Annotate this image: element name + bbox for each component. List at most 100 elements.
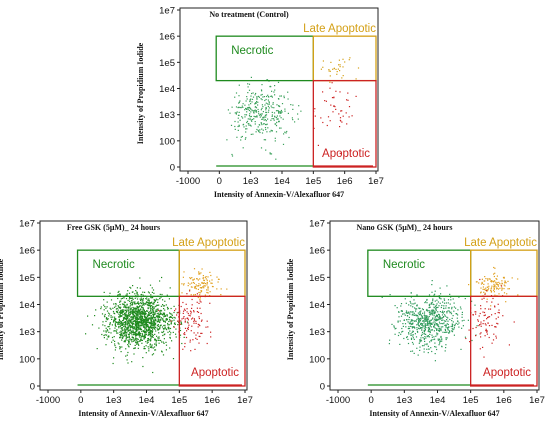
data-point-viable xyxy=(136,287,138,289)
data-point-viable xyxy=(441,346,443,348)
data-point-viable xyxy=(107,330,109,332)
data-point-apoptotic xyxy=(494,306,496,308)
data-point-viable xyxy=(431,339,433,341)
data-point-viable xyxy=(134,339,136,341)
data-point-viable xyxy=(108,331,110,333)
data-point-viable xyxy=(153,292,155,294)
data-point-viable xyxy=(130,322,132,324)
data-point-viable xyxy=(120,306,122,308)
data-point-viable xyxy=(399,343,401,345)
data-point-viable xyxy=(157,304,159,306)
data-point-late-apoptotic xyxy=(493,288,495,290)
data-point-viable xyxy=(150,325,152,327)
data-point-viable xyxy=(153,327,155,329)
data-point-viable xyxy=(136,326,138,328)
data-point-viable xyxy=(123,303,125,305)
data-point-viable xyxy=(137,321,139,323)
data-point-viable xyxy=(166,318,168,320)
data-point-viable xyxy=(428,320,430,322)
data-point-viable xyxy=(279,115,281,117)
data-point-viable xyxy=(115,310,118,312)
data-point-viable xyxy=(422,327,424,329)
data-point-viable xyxy=(259,124,261,126)
data-point-viable xyxy=(118,313,120,315)
data-point-late-apoptotic xyxy=(195,286,197,288)
data-point-apoptotic xyxy=(486,318,488,320)
data-point-apoptotic xyxy=(495,335,497,337)
data-point-viable xyxy=(127,319,130,321)
data-point-viable xyxy=(143,348,145,350)
data-point-viable xyxy=(151,333,153,335)
data-point-viable xyxy=(112,316,114,318)
data-point-viable xyxy=(261,84,263,86)
data-point-viable xyxy=(397,320,399,322)
data-point-viable xyxy=(157,337,159,339)
data-point-viable xyxy=(151,318,153,320)
data-point-viable xyxy=(148,332,150,334)
data-point-apoptotic xyxy=(486,301,488,303)
data-point-viable xyxy=(238,106,240,108)
data-point-late-apoptotic xyxy=(494,272,496,274)
data-point-viable xyxy=(136,323,138,325)
data-point-viable xyxy=(133,302,136,304)
data-point-viable xyxy=(118,322,120,324)
data-point-viable xyxy=(100,308,102,310)
data-point-viable xyxy=(122,320,124,322)
data-point-viable xyxy=(105,330,107,332)
data-point-viable xyxy=(439,287,441,289)
data-point-viable xyxy=(150,319,153,322)
data-point-viable xyxy=(157,299,159,301)
data-point-viable xyxy=(430,319,432,321)
data-point-viable xyxy=(164,324,166,326)
data-point-viable xyxy=(167,327,169,330)
gate-necrotic xyxy=(215,35,314,82)
data-point-viable xyxy=(125,329,127,332)
data-point-late-apoptotic xyxy=(348,59,350,61)
data-point-viable xyxy=(409,300,411,303)
data-point-viable xyxy=(158,336,160,338)
data-point-late-apoptotic xyxy=(191,282,193,284)
data-point-viable xyxy=(137,302,139,304)
data-point-viable xyxy=(126,332,128,334)
data-point-viable xyxy=(429,310,431,312)
data-point-viable xyxy=(148,326,150,328)
data-point-viable xyxy=(152,313,154,315)
data-point-viable xyxy=(142,307,144,309)
data-point-apoptotic xyxy=(191,298,193,301)
data-point-late-apoptotic xyxy=(483,280,485,282)
data-point-late-apoptotic xyxy=(493,289,495,291)
data-point-apoptotic xyxy=(179,323,182,325)
data-point-apoptotic xyxy=(191,318,193,320)
data-point-viable xyxy=(140,316,142,318)
data-point-apoptotic xyxy=(489,308,492,310)
data-point-viable xyxy=(139,298,141,300)
data-point-viable xyxy=(115,303,117,305)
data-point-viable xyxy=(235,113,237,115)
gate-necrotic xyxy=(367,249,472,297)
data-point-viable xyxy=(239,100,241,102)
data-point-viable xyxy=(433,304,435,306)
data-point-viable xyxy=(158,314,160,316)
data-point-viable xyxy=(249,99,251,101)
data-point-viable xyxy=(155,299,157,301)
data-point-viable xyxy=(413,352,415,354)
data-point-viable xyxy=(265,120,267,122)
data-point-viable xyxy=(449,312,451,314)
data-point-viable xyxy=(152,310,154,312)
data-point-viable xyxy=(438,319,440,321)
data-point-viable xyxy=(128,336,130,338)
data-point-viable xyxy=(137,294,139,296)
data-point-viable xyxy=(131,302,134,304)
data-point-viable xyxy=(412,323,414,325)
data-point-late-apoptotic xyxy=(339,70,341,72)
data-point-apoptotic xyxy=(196,307,198,309)
data-point-late-apoptotic xyxy=(341,77,343,79)
data-point-viable xyxy=(445,331,447,333)
data-point-viable xyxy=(287,91,289,93)
data-point-viable xyxy=(136,316,138,318)
data-point-late-apoptotic xyxy=(337,68,339,70)
data-point-viable xyxy=(248,106,250,109)
data-point-viable xyxy=(410,319,412,321)
data-point-viable xyxy=(148,302,150,304)
data-point-viable xyxy=(133,328,135,330)
